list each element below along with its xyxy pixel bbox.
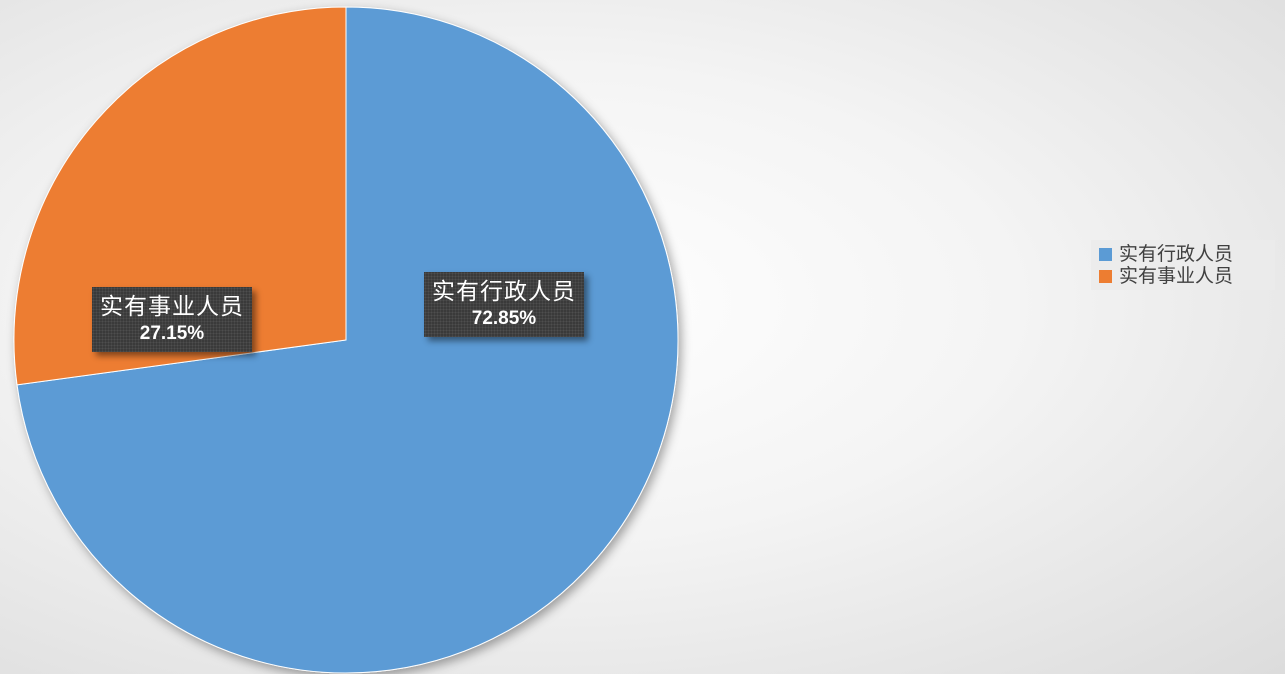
chart-legend: 实有行政人员 实有事业人员	[1091, 240, 1275, 290]
data-label-admin-staff-name: 实有行政人员	[432, 279, 576, 305]
legend-item-institution-staff: 实有事业人员	[1099, 265, 1275, 287]
legend-item-admin-staff: 实有行政人员	[1099, 243, 1275, 265]
data-label-institution-staff-percent: 27.15%	[139, 323, 205, 344]
legend-swatch-admin-staff	[1099, 247, 1112, 261]
legend-label-institution-staff: 实有事业人员	[1119, 265, 1234, 287]
legend-label-admin-staff: 实有行政人员	[1119, 243, 1234, 265]
data-label-admin-staff: 实有行政人员 72.85%	[424, 272, 584, 337]
data-label-institution-staff-name: 实有事业人员	[100, 294, 244, 320]
data-label-admin-staff-percent: 72.85%	[471, 308, 537, 329]
pie-slice-admin-staff	[16, 6, 679, 674]
data-label-institution-staff: 实有事业人员 27.15%	[92, 287, 252, 352]
legend-swatch-institution-staff	[1099, 269, 1112, 283]
